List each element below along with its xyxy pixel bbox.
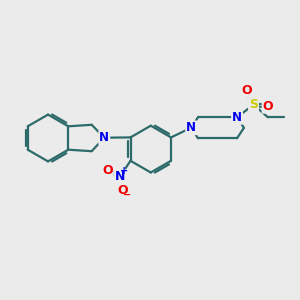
Text: −: −: [123, 189, 131, 200]
Text: O: O: [262, 100, 273, 113]
Text: O: O: [242, 84, 252, 97]
Text: N: N: [232, 111, 242, 124]
Text: N: N: [186, 121, 196, 134]
Text: +: +: [120, 166, 128, 176]
Text: N: N: [99, 131, 109, 144]
Text: O: O: [102, 164, 113, 178]
Text: O: O: [117, 184, 128, 197]
Text: S: S: [249, 98, 258, 111]
Text: N: N: [115, 170, 125, 183]
